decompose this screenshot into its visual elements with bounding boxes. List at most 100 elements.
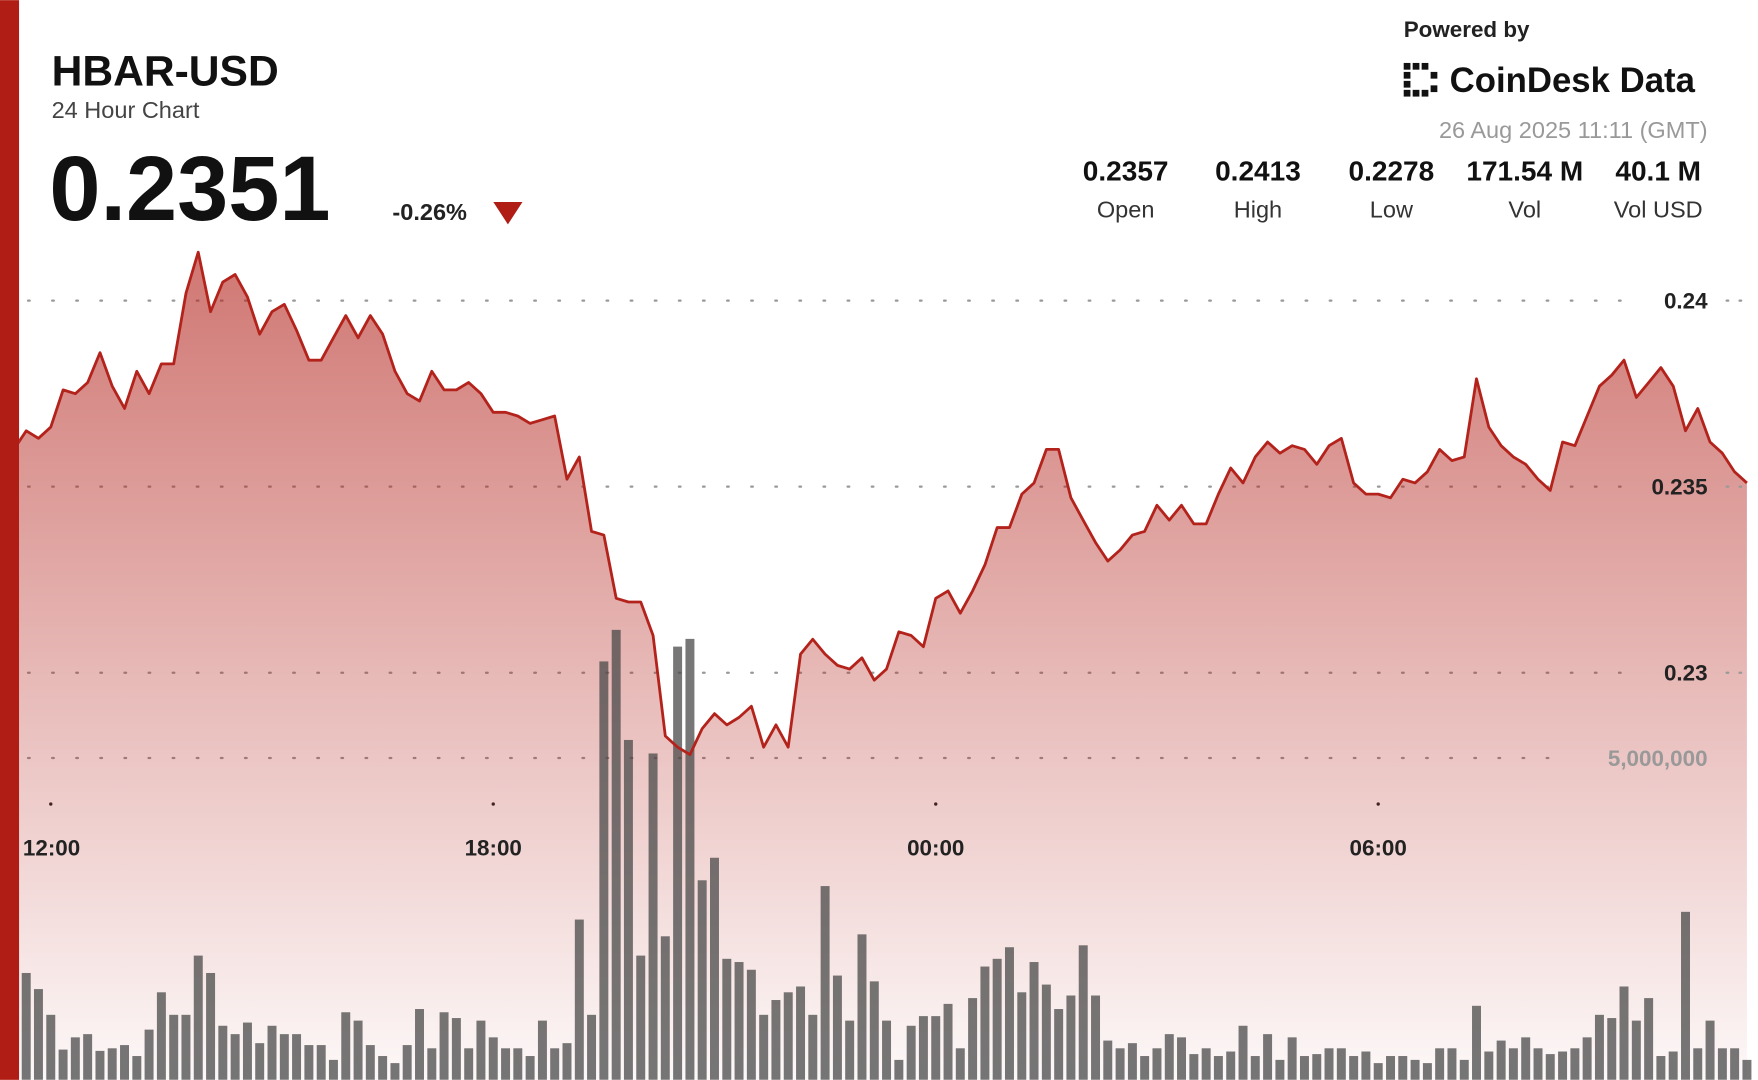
volume-bar — [550, 1048, 560, 1080]
volume-bar — [537, 1020, 547, 1080]
volume-bar — [1238, 1025, 1248, 1080]
volume-bar — [1312, 1054, 1322, 1080]
volume-bar — [193, 955, 203, 1080]
volume-bar — [1361, 1051, 1371, 1080]
volume-bar — [1263, 1034, 1273, 1080]
volume-bar — [488, 1037, 498, 1080]
volume-bar — [931, 1016, 941, 1080]
stat-label: High — [1234, 197, 1282, 223]
chart-title: HBAR-USD — [52, 47, 279, 95]
volume-bar — [845, 1020, 855, 1080]
volume-bar — [341, 1012, 351, 1080]
volume-bar — [1324, 1048, 1334, 1080]
volume-bar — [169, 1014, 179, 1080]
volume-bar — [1017, 992, 1027, 1080]
volume-bar — [894, 1059, 904, 1080]
volume-bar — [980, 966, 990, 1080]
volume-bar — [992, 958, 1002, 1080]
volume-bar — [501, 1048, 511, 1080]
volume-bar — [1349, 1056, 1359, 1080]
volume-bar — [279, 1034, 289, 1080]
volume-bar — [783, 992, 793, 1080]
volume-bar — [1484, 1051, 1494, 1080]
volume-bar — [1435, 1048, 1445, 1080]
price-area — [19, 252, 1747, 1080]
stat-label: Low — [1370, 197, 1414, 223]
volume-bar — [1386, 1056, 1396, 1080]
volume-bar — [685, 638, 695, 1080]
volume-bar — [427, 1048, 437, 1080]
volume-bar — [1336, 1048, 1346, 1080]
volume-bar — [796, 986, 806, 1080]
volume-bar — [746, 969, 756, 1080]
volume-bar — [1041, 984, 1051, 1080]
volume-bar — [808, 1014, 818, 1080]
volume-bar — [439, 1012, 449, 1080]
stat-label: Vol USD — [1614, 197, 1703, 223]
subtitle: 24 Hour Chart — [52, 97, 200, 123]
y-tick-label: 0.235 — [1651, 475, 1707, 500]
stat-value: 40.1 M — [1615, 156, 1701, 187]
volume-bar — [1619, 986, 1629, 1080]
volume-bar — [623, 739, 633, 1080]
volume-bar — [660, 936, 670, 1080]
volume-bar — [21, 972, 31, 1080]
volume-bar — [206, 972, 216, 1080]
stat-label: Open — [1097, 197, 1155, 223]
x-tick-label: 18:00 — [465, 836, 522, 861]
volume-bar — [562, 1043, 572, 1080]
volume-bar — [955, 1048, 965, 1080]
volume-bar — [857, 934, 867, 1080]
y-tick-label: 0.23 — [1664, 661, 1708, 686]
volume-bar — [415, 1009, 424, 1080]
volume-bar — [83, 1034, 93, 1080]
volume-bar — [1410, 1059, 1420, 1080]
stat-value: 0.2357 — [1083, 156, 1169, 187]
volume-bar — [1521, 1037, 1531, 1080]
volume-bar — [1533, 1048, 1543, 1080]
volume-bar — [144, 1029, 154, 1080]
volume-bar — [587, 1014, 597, 1080]
volume-bar — [1299, 1056, 1309, 1080]
volume-bar — [1508, 1048, 1518, 1080]
volume-bar — [525, 1056, 535, 1080]
volume-bar — [328, 1059, 338, 1080]
stats: 0.2357 Open 0.2413 High 0.2278 Low 171.54 M Vol… — [1083, 156, 1703, 223]
volume-bar — [1115, 1048, 1125, 1080]
volume-bar — [218, 1025, 228, 1080]
volume-bar — [181, 1014, 191, 1080]
volume-bar — [255, 1043, 265, 1080]
price: 0.2351 — [49, 138, 330, 240]
volume-bar — [33, 989, 43, 1080]
volume-bar — [464, 1048, 474, 1080]
brand-logo — [1403, 62, 1438, 97]
volume-bar — [1287, 1037, 1297, 1080]
volume-bar — [95, 1050, 105, 1080]
volume-bar — [1545, 1054, 1555, 1080]
volume-bar — [1140, 1056, 1150, 1080]
volume-bar — [476, 1020, 486, 1080]
volume-bar — [156, 992, 166, 1080]
volume-bar — [513, 1048, 523, 1080]
volume-bar — [611, 629, 621, 1080]
volume-bar — [1066, 995, 1076, 1080]
volume-bar — [1656, 1056, 1666, 1080]
volume-bar — [304, 1045, 314, 1080]
volume-bar — [1558, 1051, 1568, 1080]
volume-bar — [1693, 1048, 1703, 1080]
volume-bar — [242, 1022, 252, 1080]
volume-bar — [132, 1056, 142, 1080]
stat-value: 0.2278 — [1349, 156, 1435, 187]
volume-bar — [968, 998, 978, 1080]
volume-bar — [820, 886, 830, 1080]
volume-bar — [451, 1018, 461, 1080]
volume-bar — [759, 1014, 769, 1080]
volume-bar — [882, 1020, 892, 1080]
volume-bar — [353, 1020, 363, 1080]
volume-bar — [1607, 1018, 1617, 1080]
volume-bar — [1177, 1037, 1187, 1080]
volume-bar — [734, 962, 744, 1080]
volume-bar — [70, 1037, 80, 1080]
volume-bar — [1496, 1040, 1506, 1080]
